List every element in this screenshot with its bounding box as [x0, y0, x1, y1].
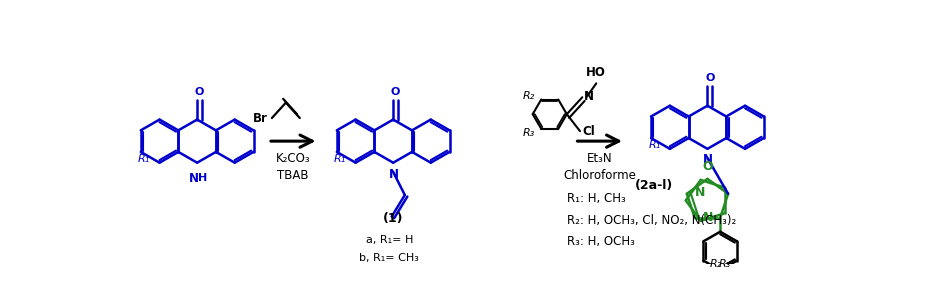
Text: Chloroforme: Chloroforme: [563, 168, 636, 181]
Text: N: N: [694, 186, 705, 199]
Text: R₁: R₁: [138, 154, 150, 164]
Text: R₁: R₁: [648, 140, 660, 150]
Text: a, R₁= H: a, R₁= H: [366, 235, 413, 245]
Text: N: N: [389, 168, 399, 181]
Text: b, R₁= CH₃: b, R₁= CH₃: [359, 253, 419, 263]
Text: R₃: R₃: [719, 260, 731, 269]
Text: N: N: [584, 90, 594, 103]
Text: N: N: [703, 211, 713, 224]
Text: R₁: H, CH₃: R₁: H, CH₃: [567, 192, 626, 206]
Text: O: O: [702, 160, 713, 173]
Text: R₂: R₂: [523, 91, 535, 101]
Text: R₂: H, OCH₃, Cl, NO₂, N(CH₃)₂: R₂: H, OCH₃, Cl, NO₂, N(CH₃)₂: [567, 214, 736, 227]
Text: R₂: R₂: [709, 260, 722, 269]
Text: K₂CO₃: K₂CO₃: [276, 151, 310, 165]
Text: O: O: [391, 87, 400, 97]
Text: Et₃N: Et₃N: [587, 151, 613, 165]
Text: Cl: Cl: [582, 125, 595, 138]
Text: R₁: R₁: [334, 154, 346, 164]
Text: O: O: [705, 73, 715, 83]
Text: HO: HO: [585, 66, 606, 79]
Text: R₃: R₃: [523, 128, 535, 138]
Text: N: N: [189, 172, 199, 185]
Text: N: N: [703, 154, 713, 166]
Text: (2a-l): (2a-l): [635, 178, 673, 192]
Text: O: O: [194, 87, 204, 97]
Text: (1): (1): [383, 212, 404, 225]
Text: R₃: H, OCH₃: R₃: H, OCH₃: [567, 236, 634, 249]
Text: Br: Br: [253, 112, 268, 124]
Text: TBAB: TBAB: [278, 168, 309, 181]
Text: H: H: [198, 173, 207, 183]
